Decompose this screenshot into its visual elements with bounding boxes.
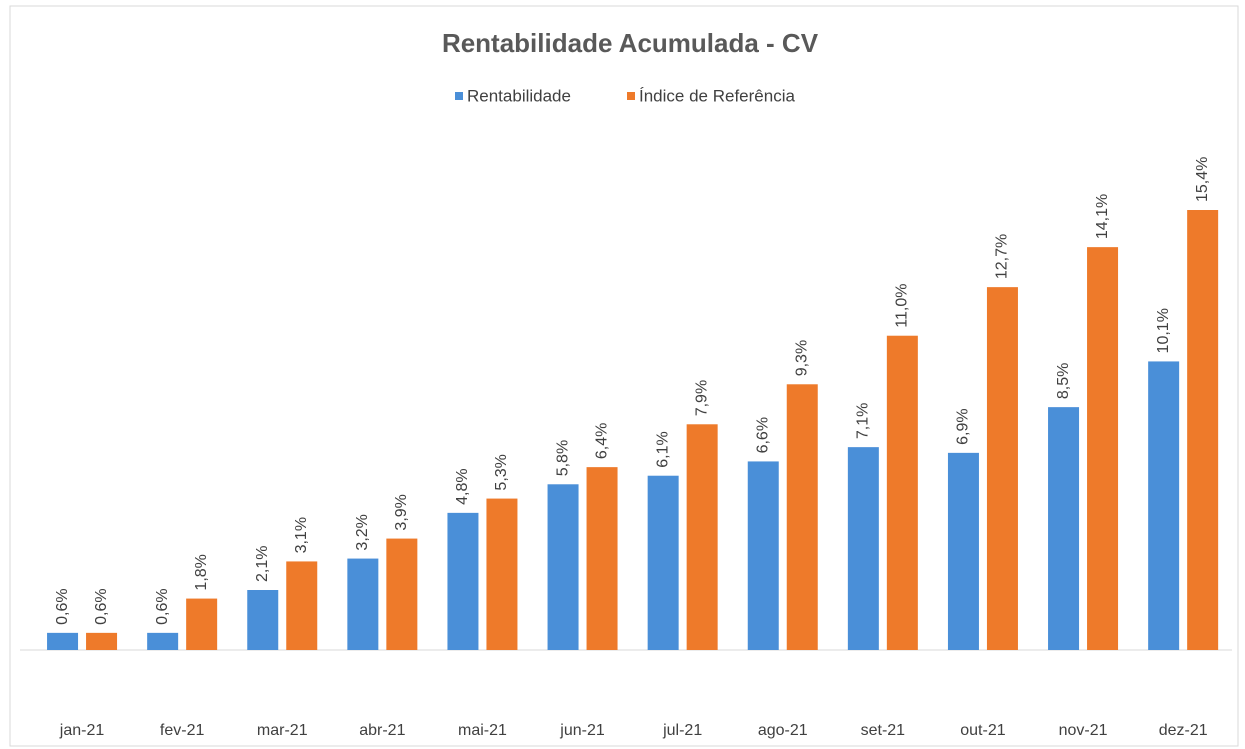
bar — [847, 447, 879, 650]
x-tick-label: jan-21 — [59, 722, 105, 739]
bar — [86, 632, 118, 650]
bar — [947, 452, 979, 650]
data-label: 2,1% — [254, 546, 271, 582]
x-tick-label: mai-21 — [458, 722, 507, 739]
bar — [347, 558, 379, 650]
bar — [786, 384, 818, 650]
data-label: 0,6% — [54, 588, 71, 624]
x-tick-label: abr-21 — [359, 722, 405, 739]
data-label: 3,1% — [293, 517, 310, 553]
bar — [286, 561, 318, 650]
data-label: 12,7% — [994, 234, 1011, 279]
data-label: 10,1% — [1155, 308, 1172, 353]
bar — [1148, 361, 1180, 650]
bar — [747, 461, 779, 650]
x-tick-label: jul-21 — [662, 722, 702, 739]
x-tick-label: out-21 — [960, 722, 1005, 739]
data-label: 0,6% — [154, 588, 171, 624]
bar — [147, 632, 179, 650]
legend-swatch — [627, 92, 635, 100]
bar — [1087, 247, 1119, 650]
bar — [686, 424, 718, 650]
x-tick-label: fev-21 — [160, 722, 205, 739]
bar — [47, 632, 79, 650]
x-tick-label: ago-21 — [758, 722, 808, 739]
x-tick-label: dez-21 — [1159, 722, 1208, 739]
data-label: 11,0% — [894, 284, 911, 328]
data-label: 5,3% — [493, 454, 510, 490]
legend-swatch — [455, 92, 463, 100]
legend-label: Rentabilidade — [467, 86, 571, 105]
chart-title: Rentabilidade Acumulada - CV — [442, 28, 819, 58]
data-label: 3,9% — [393, 494, 410, 530]
data-label: 8,5% — [1055, 363, 1072, 399]
x-tick-label: jun-21 — [559, 722, 605, 739]
bar — [986, 287, 1018, 650]
data-label: 9,3% — [793, 340, 810, 376]
data-label: 6,4% — [593, 423, 610, 459]
data-label: 7,1% — [855, 403, 872, 439]
data-label: 6,6% — [754, 417, 771, 453]
legend-label: Índice de Referência — [639, 86, 795, 105]
bar — [647, 475, 679, 650]
data-label: 15,4% — [1194, 157, 1211, 202]
data-label: 4,8% — [454, 468, 471, 504]
bar — [547, 484, 579, 650]
bar — [486, 498, 518, 650]
bar — [886, 335, 918, 650]
bar — [386, 538, 418, 650]
data-label: 0,6% — [93, 588, 110, 624]
bar — [586, 467, 618, 650]
x-tick-label: mar-21 — [257, 722, 308, 739]
data-label: 6,1% — [654, 431, 671, 467]
x-tick-label: set-21 — [861, 722, 906, 739]
data-label: 6,9% — [955, 408, 972, 444]
data-label: 7,9% — [693, 380, 710, 416]
data-label: 14,1% — [1094, 194, 1111, 239]
bar — [186, 598, 218, 650]
data-label: 1,8% — [193, 554, 210, 590]
bar — [1048, 407, 1080, 650]
data-label: 3,2% — [354, 514, 371, 550]
bar — [447, 512, 479, 650]
x-tick-label: nov-21 — [1059, 722, 1108, 739]
bar — [247, 590, 279, 650]
bar — [1187, 210, 1219, 650]
data-label: 5,8% — [554, 440, 571, 476]
